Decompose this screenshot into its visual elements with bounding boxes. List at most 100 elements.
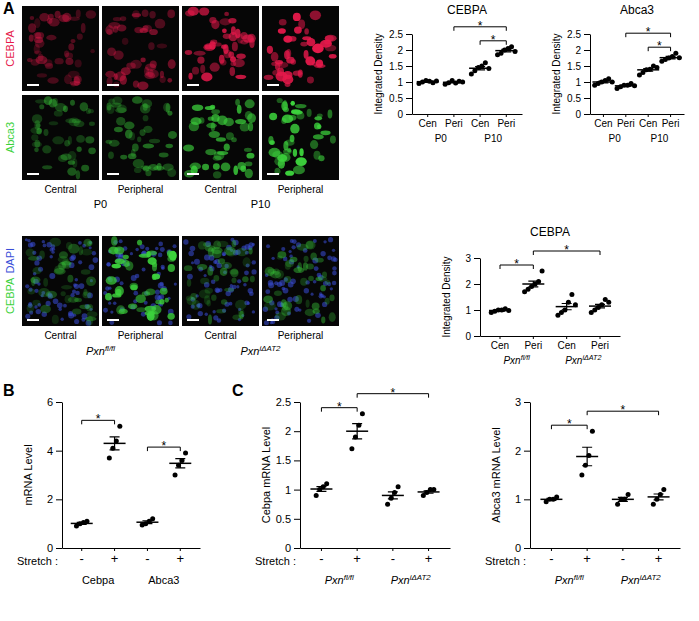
tick-label: + — [111, 551, 119, 566]
tick-label: - — [391, 551, 395, 566]
cell-signal — [298, 262, 302, 272]
nucleus — [205, 312, 208, 315]
cell-signal — [210, 40, 217, 45]
cell-signal — [116, 117, 125, 125]
nucleus — [323, 240, 326, 243]
cell-signal — [224, 12, 229, 16]
cell-signal — [44, 96, 52, 105]
tick: 0.5 — [389, 93, 412, 104]
cell-signal — [152, 262, 157, 267]
cell-signal — [184, 265, 192, 271]
nucleus — [332, 266, 336, 270]
group-label: Pxnfl/fl — [503, 353, 530, 367]
mean-line — [489, 310, 511, 312]
cell-signal — [105, 71, 115, 78]
cell-signal — [145, 289, 155, 296]
cell-signal — [208, 117, 214, 121]
tick-mark — [294, 402, 300, 403]
cell-signal — [264, 302, 276, 311]
cell-signal — [293, 13, 301, 21]
cell-signal — [36, 128, 41, 134]
nucleus — [105, 286, 109, 290]
cell-signal — [236, 54, 245, 60]
group-label-base: Pxn — [86, 345, 105, 357]
tick: - — [319, 548, 323, 566]
micrograph-ground — [182, 236, 259, 326]
cell-signal — [123, 255, 129, 260]
x-axis: -+-+ — [63, 548, 201, 566]
cell-signal — [220, 60, 227, 66]
cell-signal — [199, 7, 209, 15]
scale-bar — [187, 319, 199, 321]
mean-line — [443, 82, 465, 84]
group-label: P0 — [435, 133, 448, 144]
cell-signal — [188, 73, 192, 80]
tick-label: 0 — [515, 542, 521, 554]
nucleus — [304, 288, 309, 293]
cell-signal — [187, 279, 191, 287]
cell-signal — [72, 308, 81, 314]
scale-bar — [27, 84, 39, 86]
plot-marks — [592, 51, 682, 91]
x-axis: -+-+ — [301, 548, 451, 566]
tick: 1 — [465, 305, 480, 316]
significance-label: * — [564, 243, 569, 257]
tick-label: + — [583, 551, 591, 566]
tick: Cen — [491, 336, 509, 351]
cell-signal — [208, 315, 212, 325]
tick-label: Peri — [524, 340, 542, 351]
tick-label: Cen — [471, 118, 489, 129]
cell-signal — [147, 311, 155, 320]
cell-signal — [114, 127, 123, 132]
tick-label: 0.5 — [389, 93, 403, 104]
nucleus — [252, 260, 256, 264]
mean-line — [615, 85, 637, 87]
nucleus — [155, 247, 158, 250]
group-label-base: Pxn — [565, 355, 583, 366]
mean-line — [495, 50, 517, 52]
tick-mark — [524, 499, 530, 500]
cell-signal — [316, 276, 328, 282]
cell-signal — [165, 144, 173, 148]
y-axis: 0246 — [47, 396, 63, 554]
cell-signal — [306, 241, 314, 249]
tick-mark — [625, 114, 626, 117]
significance-label: * — [96, 412, 101, 426]
error-bar — [621, 85, 631, 86]
cell-signal — [205, 45, 212, 50]
tick-label: Peri — [662, 118, 680, 129]
group-label-sup: iΔAT2 — [640, 573, 662, 582]
tick-mark — [533, 336, 534, 339]
cell-signal — [130, 285, 137, 291]
nucleus — [34, 260, 39, 265]
error-bar — [423, 81, 433, 82]
tick-mark — [584, 66, 590, 67]
tick-label: 0.5 — [276, 513, 291, 525]
nucleus — [74, 284, 79, 289]
cell-signal — [30, 127, 42, 134]
tick-mark — [427, 114, 428, 117]
nucleus — [313, 280, 317, 284]
cell-signal — [192, 67, 199, 75]
cell-signal — [152, 274, 157, 280]
cell-signal — [86, 304, 93, 311]
cell-signal — [200, 278, 209, 285]
micrograph-ground — [22, 6, 99, 91]
error-bar — [562, 304, 572, 310]
cell-signal — [52, 136, 64, 144]
nucleus — [268, 280, 274, 286]
data-point — [324, 481, 329, 486]
nucleus — [79, 283, 85, 289]
cell-signal — [237, 105, 242, 114]
cell-signal — [34, 50, 41, 54]
plot-marks — [310, 411, 439, 507]
tick-mark — [524, 402, 530, 403]
cell-signal — [137, 240, 142, 246]
row-label-part: CEBPA — [4, 277, 16, 314]
tick-mark — [584, 82, 590, 83]
nucleus — [247, 302, 250, 305]
tick: - — [80, 548, 84, 566]
nucleus — [157, 320, 162, 325]
micrograph-ground — [182, 95, 259, 180]
cell-signal — [143, 166, 150, 171]
